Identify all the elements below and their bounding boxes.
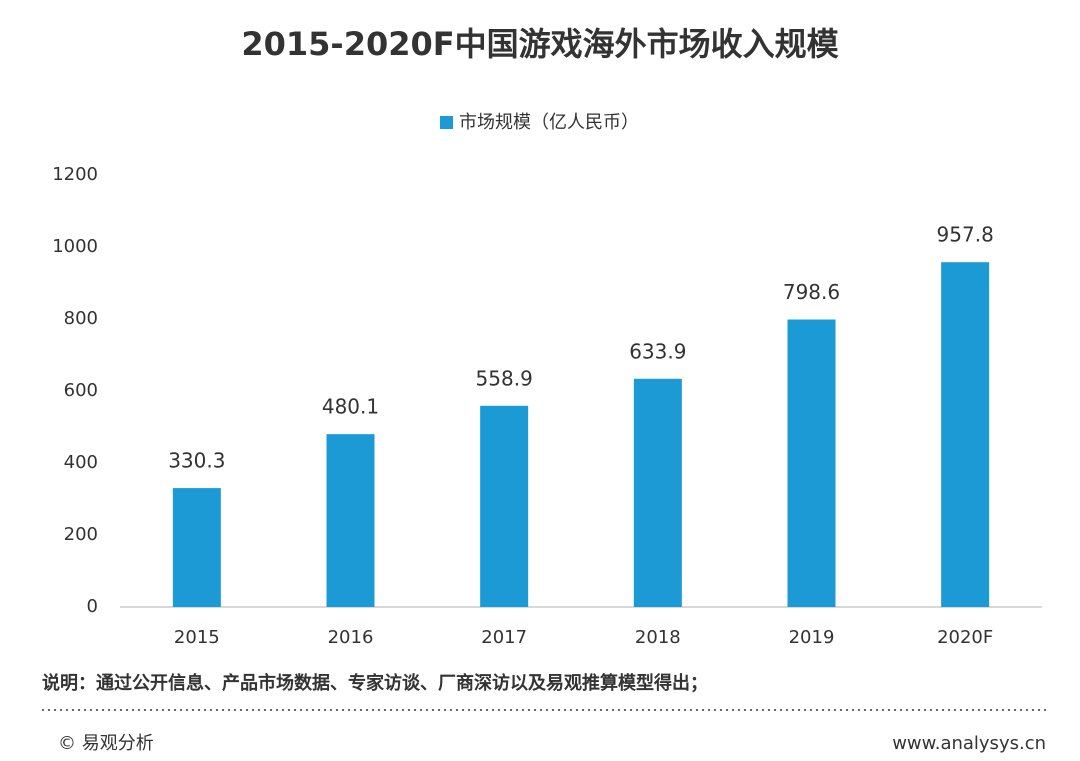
y-tick-label: 0: [87, 596, 98, 617]
footnote: 说明：通过公开信息、产品市场数据、专家访谈、厂商深访以及易观推算模型得出；: [42, 672, 708, 694]
copyright: © 易观分析: [58, 733, 154, 754]
bar: [787, 319, 836, 607]
x-tick-label: 2018: [635, 627, 681, 648]
legend-label: 市场规模（亿人民币）: [459, 112, 639, 133]
y-tick-label: 800: [64, 308, 98, 329]
y-tick-label: 1000: [52, 236, 98, 257]
y-tick-label: 600: [64, 380, 98, 401]
x-tick-label: 2017: [481, 627, 527, 648]
bar: [941, 262, 990, 607]
y-tick-label: 1200: [52, 164, 98, 185]
data-label: 633.9: [629, 339, 686, 363]
data-label: 558.9: [476, 366, 533, 390]
data-label: 957.8: [937, 223, 994, 247]
website: www.analysys.cn: [892, 733, 1046, 754]
bar: [172, 488, 221, 607]
y-tick-label: 400: [64, 452, 98, 473]
legend-swatch: [440, 116, 453, 129]
chart-title: 2015-2020F中国游戏海外市场收入规模: [241, 25, 838, 63]
bar: [633, 378, 682, 607]
x-tick-label: 2019: [789, 627, 835, 648]
bar: [326, 434, 375, 607]
data-label: 330.3: [168, 449, 225, 473]
y-tick-label: 200: [64, 524, 98, 545]
data-label: 798.6: [783, 280, 840, 304]
x-tick-label: 2015: [174, 627, 220, 648]
x-tick-label: 2016: [328, 627, 374, 648]
bar: [480, 405, 529, 607]
x-tick-label: 2020F: [937, 627, 993, 648]
data-label: 480.1: [322, 395, 379, 419]
